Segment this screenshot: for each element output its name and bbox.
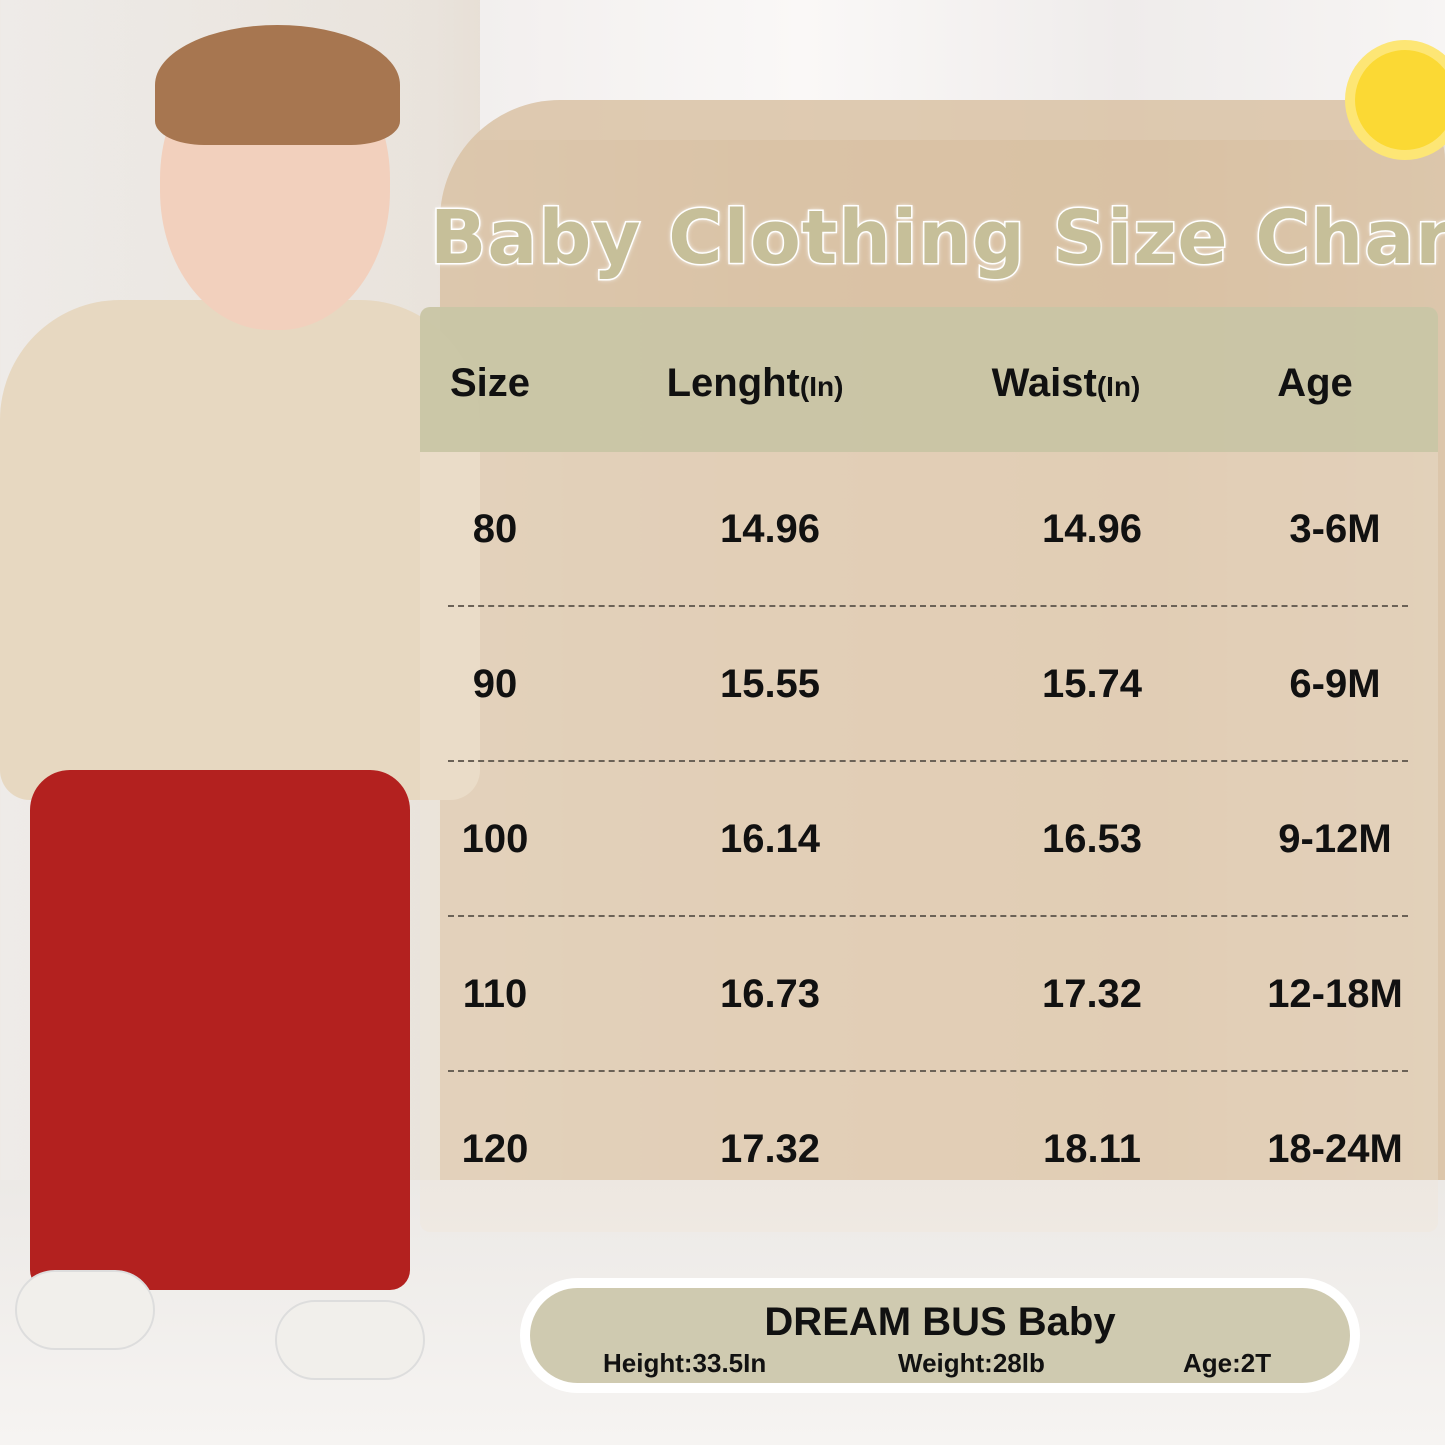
row-divider — [448, 605, 1408, 607]
cell-size: 120 — [461, 1127, 529, 1171]
header-length: Lenght(In) — [666, 361, 844, 405]
header-age: Age — [1277, 361, 1353, 405]
cell-length: 15.55 — [719, 662, 821, 706]
table-header: Size Lenght(In) Waist(In) Age — [420, 307, 1438, 452]
cell-length: 16.73 — [719, 972, 821, 1016]
model-info-badge: DREAM BUS Baby Height:33.5In Weight:28lb… — [520, 1278, 1360, 1393]
table-row: 110 16.73 17.32 12-18M — [420, 917, 1438, 1072]
cell-length: 14.96 — [719, 507, 821, 551]
background-sofa-blanket — [440, 100, 1445, 1200]
table-row: 120 17.32 18.11 18-24M — [420, 1072, 1438, 1227]
brand-name: DREAM BUS Baby — [764, 1300, 1116, 1344]
cell-waist: 18.11 — [1043, 1127, 1141, 1171]
cell-age: 12-18M — [1267, 972, 1403, 1016]
cell-age: 9-12M — [1278, 817, 1392, 861]
cell-waist: 16.53 — [1041, 817, 1143, 861]
sun-icon — [1355, 50, 1445, 150]
table-row: 90 15.55 15.74 6-9M — [420, 607, 1438, 762]
cell-size: 110 — [462, 972, 528, 1016]
model-age: Age:2T — [1183, 1348, 1272, 1378]
header-size: Size — [449, 361, 531, 405]
cell-length: 17.32 — [719, 1127, 821, 1171]
cell-age: 6-9M — [1289, 662, 1381, 706]
size-table: Size Lenght(In) Waist(In) Age 80 14.96 14.… — [420, 307, 1438, 1232]
cell-age: 3-6M — [1289, 507, 1381, 551]
cell-length: 16.14 — [719, 817, 821, 861]
row-divider — [448, 915, 1408, 917]
cell-waist: 17.32 — [1041, 972, 1143, 1016]
toddler-pants — [30, 770, 410, 1290]
toddler-shoe-left — [15, 1270, 155, 1350]
header-waist: Waist(In) — [991, 361, 1141, 405]
table-row: 100 16.14 16.53 9-12M — [420, 762, 1438, 917]
cell-size: 90 — [472, 662, 518, 706]
model-weight: Weight:28lb — [898, 1348, 1045, 1378]
model-height: Height:33.5In — [603, 1348, 767, 1378]
cell-size: 100 — [461, 817, 529, 861]
toddler-hair — [155, 25, 400, 145]
cell-size: 80 — [472, 507, 518, 551]
table-row: 80 14.96 14.96 3-6M — [420, 452, 1438, 607]
row-divider — [448, 760, 1408, 762]
cell-waist: 15.74 — [1041, 662, 1143, 706]
toddler-sweater — [0, 300, 480, 800]
toddler-shoe-right — [275, 1300, 425, 1380]
chart-title: Baby Clothing Size Chart — [429, 194, 1445, 283]
cell-age: 18-24M — [1267, 1127, 1403, 1171]
cell-waist: 14.96 — [1041, 507, 1143, 551]
row-divider — [448, 1070, 1408, 1072]
